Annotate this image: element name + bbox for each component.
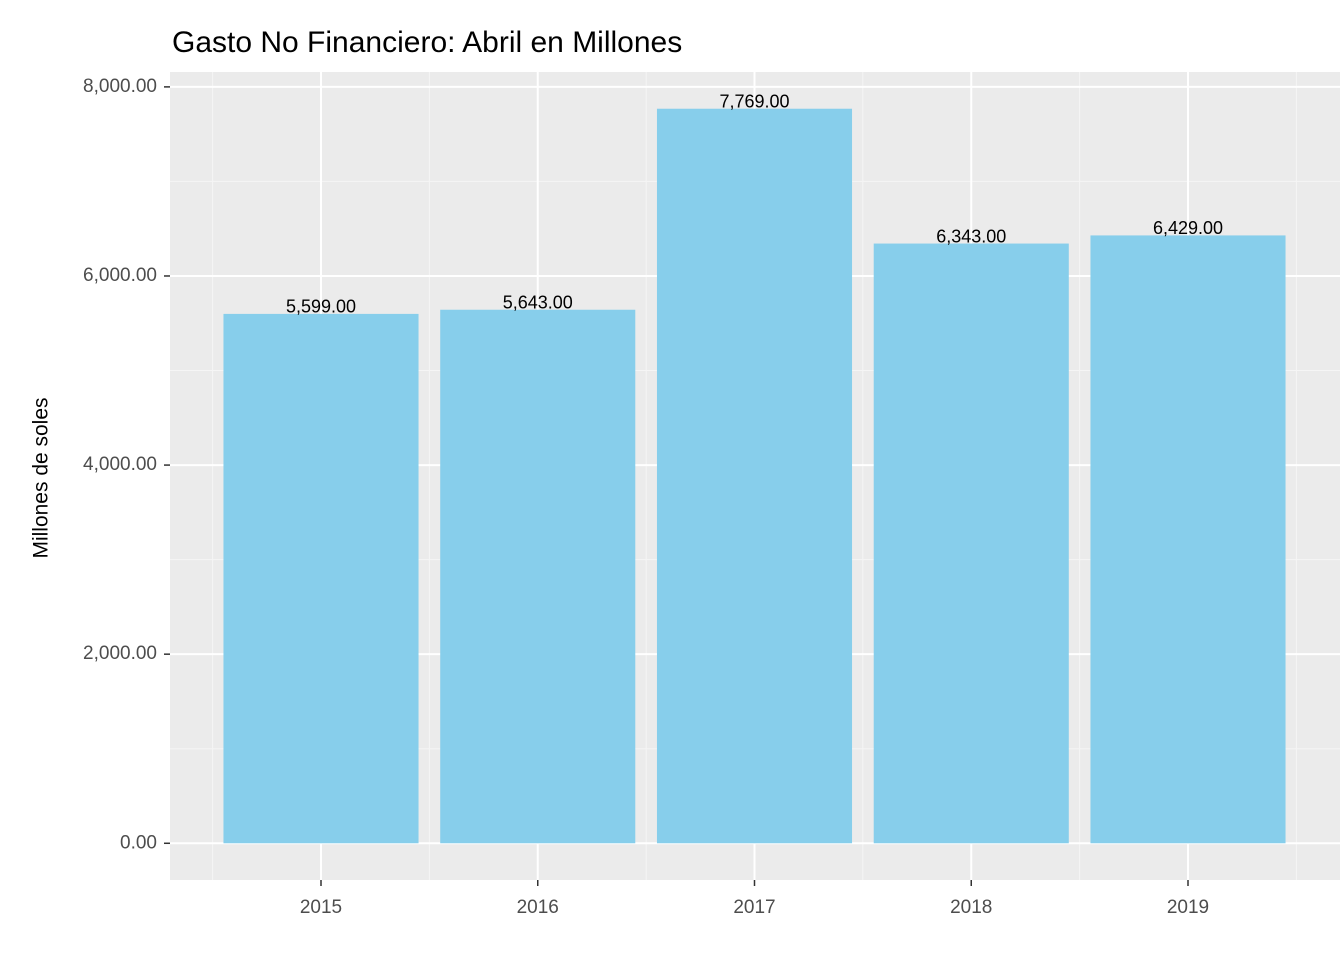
x-tick-label: 2019 (1167, 897, 1209, 918)
y-tick-label: 4,000.00 (83, 454, 157, 475)
chart-title: Gasto No Financiero: Abril en Millones (172, 26, 682, 59)
y-tick-label: 0.00 (120, 832, 157, 853)
y-axis-title: Millones de soles (30, 397, 53, 558)
bar (223, 313, 419, 844)
value-label: 5,643.00 (503, 292, 573, 312)
y-tick-label: 8,000.00 (83, 76, 157, 97)
value-label: 6,429.00 (1153, 218, 1223, 238)
value-label: 7,769.00 (719, 91, 789, 111)
x-tick-label: 2015 (300, 897, 342, 918)
x-tick-label: 2016 (517, 897, 559, 918)
x-tick-label: 2017 (733, 897, 775, 918)
bar (1090, 235, 1286, 844)
value-label: 5,599.00 (286, 297, 356, 317)
value-label: 6,343.00 (936, 226, 1006, 246)
bar (873, 243, 1069, 844)
y-tick-label: 2,000.00 (83, 643, 157, 664)
bar (656, 108, 853, 844)
bar (440, 309, 636, 844)
y-tick-label: 6,000.00 (83, 265, 157, 286)
x-tick-label: 2018 (950, 897, 992, 918)
